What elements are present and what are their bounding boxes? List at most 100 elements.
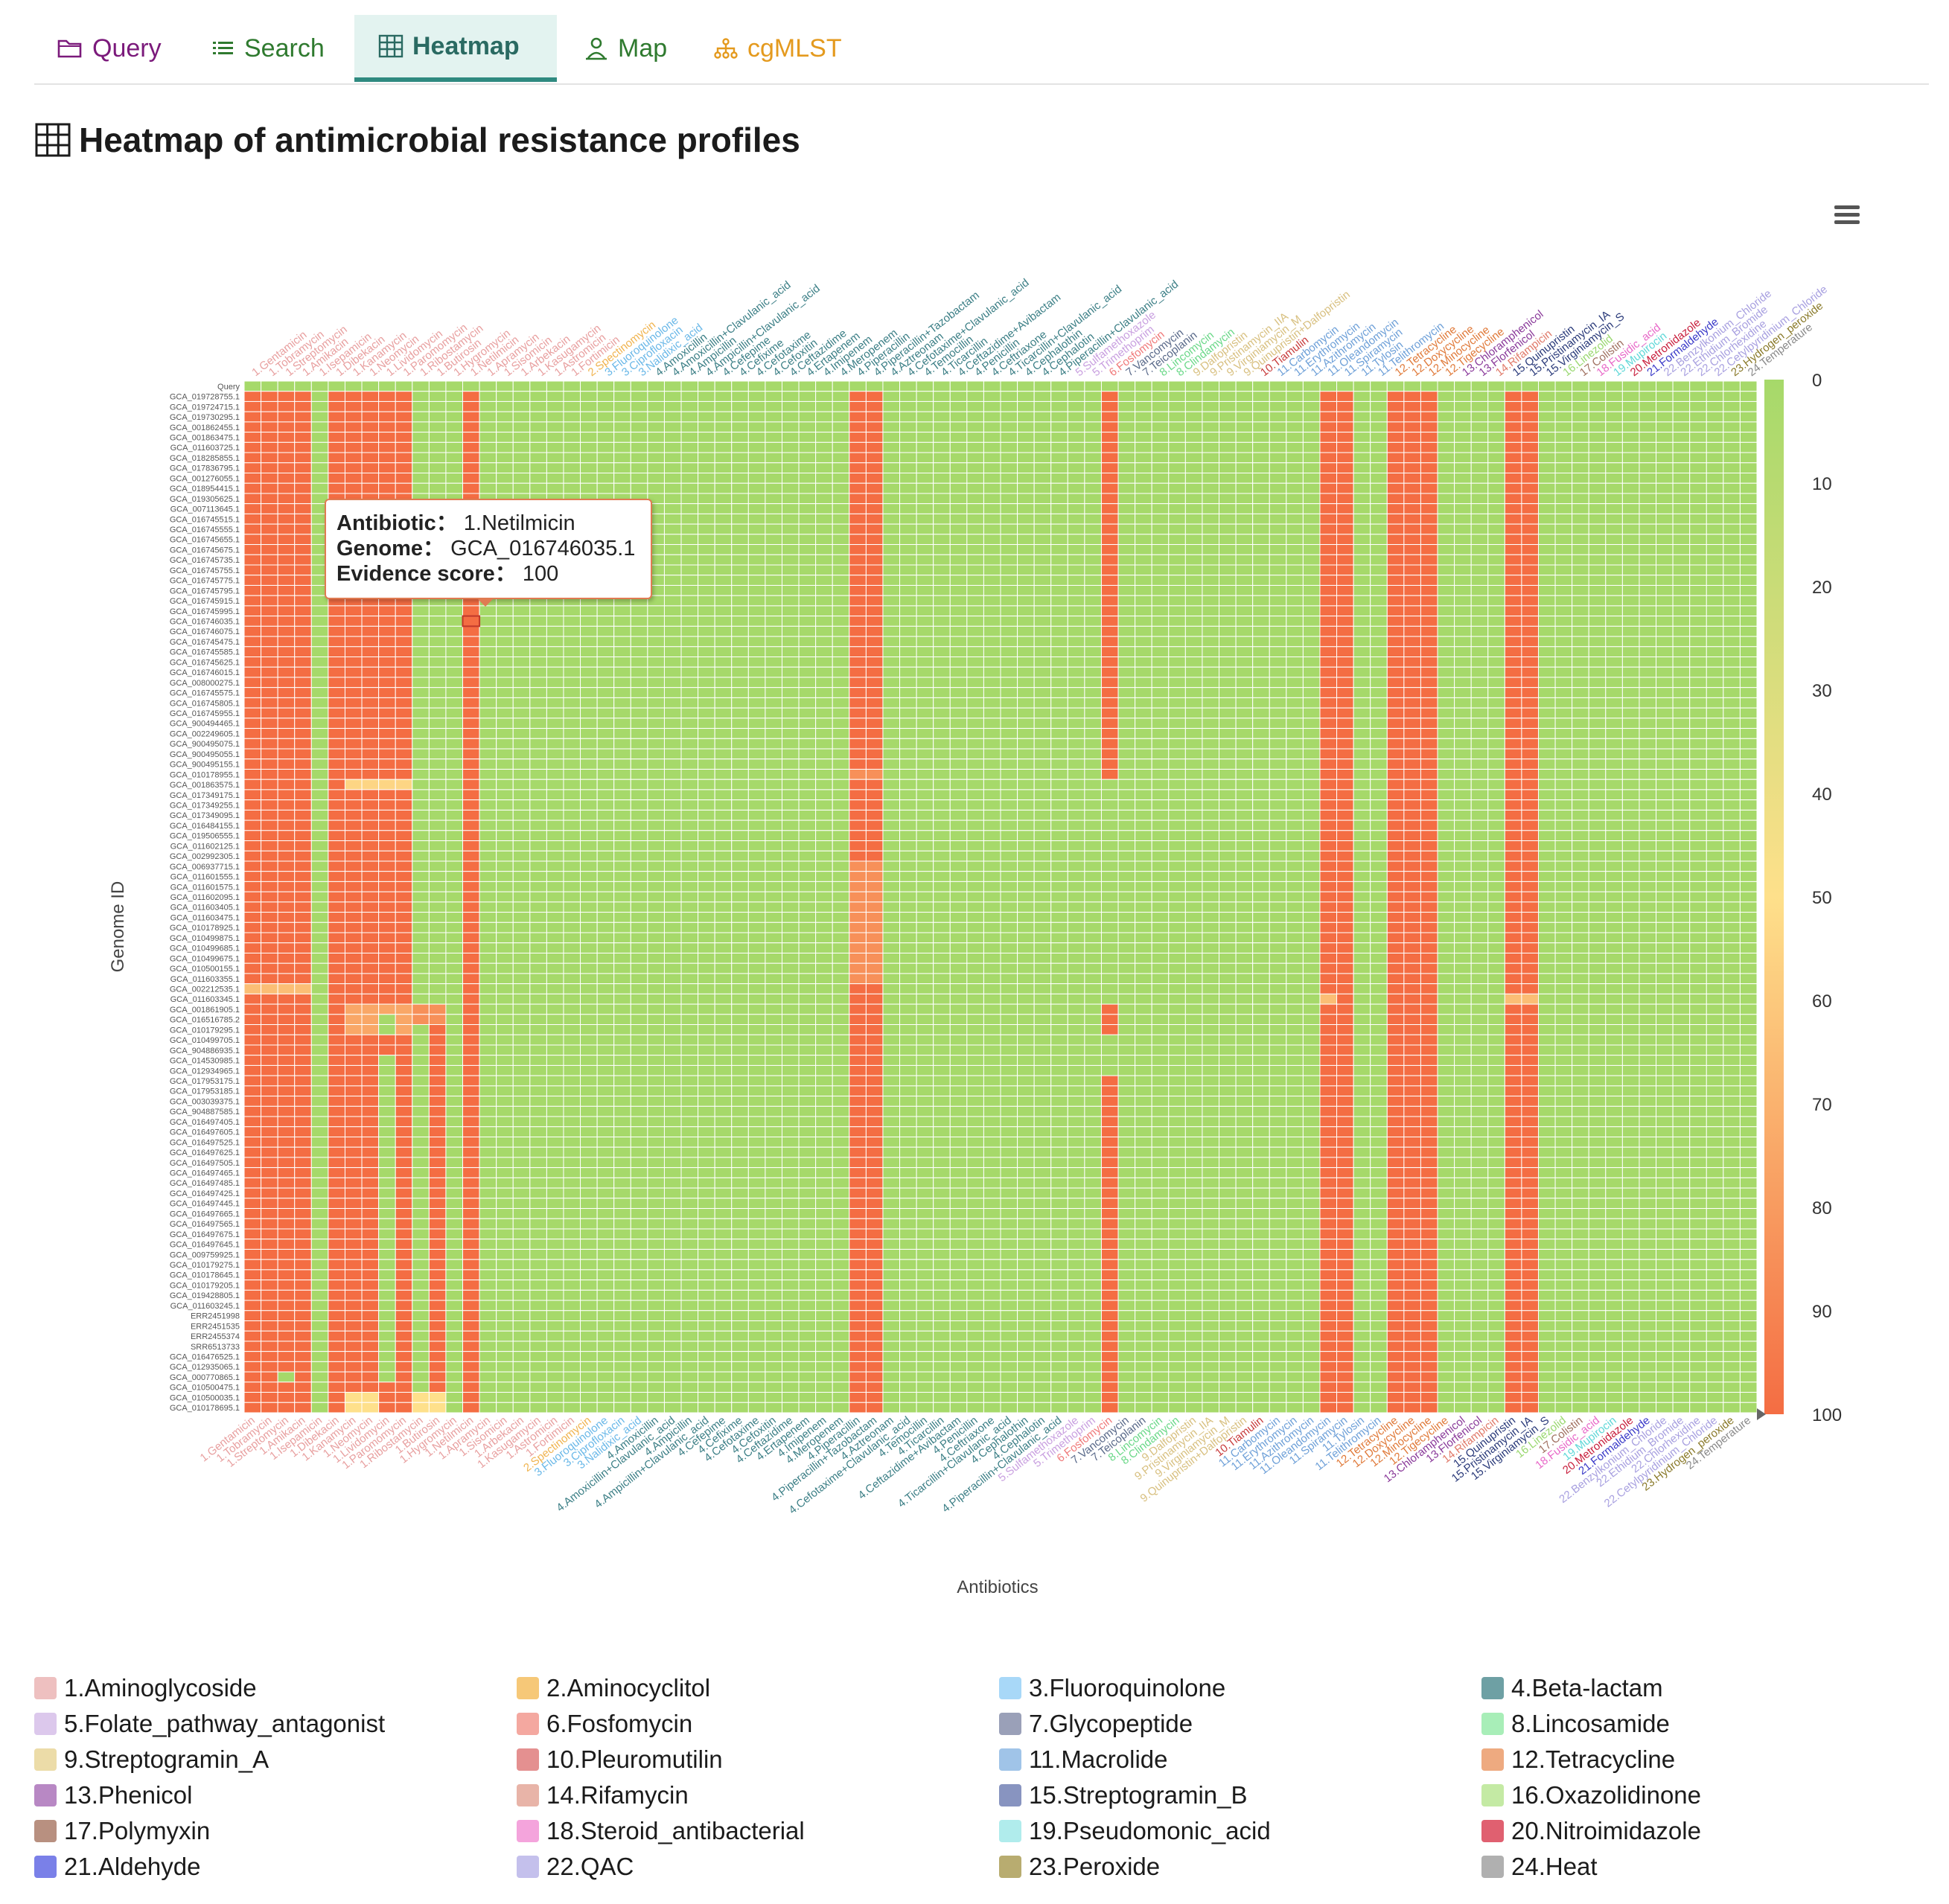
heatmap-cell[interactable]: [1151, 758, 1170, 770]
heatmap-cell[interactable]: [1689, 738, 1707, 750]
heatmap-cell[interactable]: [294, 544, 312, 555]
heatmap-cell[interactable]: [1269, 687, 1287, 698]
heatmap-cell[interactable]: [395, 871, 413, 882]
heatmap-cell[interactable]: [512, 697, 531, 709]
heatmap-cell[interactable]: [378, 616, 396, 627]
heatmap-cell[interactable]: [294, 473, 312, 484]
heatmap-cell[interactable]: [630, 820, 648, 831]
heatmap-cell[interactable]: [1269, 523, 1287, 535]
heatmap-cell[interactable]: [1487, 432, 1505, 443]
heatmap-cell[interactable]: [1184, 411, 1203, 423]
heatmap-cell[interactable]: [462, 830, 480, 842]
heatmap-cell[interactable]: [1184, 554, 1203, 566]
heatmap-cell[interactable]: [613, 912, 631, 923]
heatmap-cell[interactable]: [1336, 738, 1354, 750]
heatmap-cell[interactable]: [1521, 728, 1539, 739]
heatmap-cell[interactable]: [378, 850, 396, 862]
heatmap-cell[interactable]: [277, 830, 296, 842]
heatmap-cell[interactable]: [1672, 830, 1691, 842]
tab-search[interactable]: Search: [211, 15, 368, 82]
heatmap-cell[interactable]: [1336, 400, 1354, 412]
heatmap-cell[interactable]: [1504, 523, 1522, 535]
heatmap-cell[interactable]: [294, 942, 312, 953]
heatmap-cell[interactable]: [832, 687, 850, 698]
heatmap-cell[interactable]: [1572, 779, 1589, 790]
heatmap-cell[interactable]: [1286, 768, 1304, 780]
heatmap-cell[interactable]: [613, 718, 631, 729]
heatmap-cell[interactable]: [496, 462, 514, 473]
heatmap-cell[interactable]: [1370, 871, 1388, 882]
heatmap-cell[interactable]: [1084, 677, 1102, 689]
heatmap-cell[interactable]: [1454, 840, 1472, 852]
heatmap-cell[interactable]: [512, 809, 531, 821]
heatmap-cell[interactable]: [1252, 840, 1270, 852]
heatmap-cell[interactable]: [849, 482, 867, 494]
heatmap-cell[interactable]: [412, 380, 430, 392]
heatmap-cell[interactable]: [596, 677, 615, 689]
heatmap-cell[interactable]: [1370, 850, 1388, 862]
heatmap-cell[interactable]: [378, 625, 396, 637]
heatmap-cell[interactable]: [798, 871, 817, 882]
heatmap-cell[interactable]: [714, 646, 733, 658]
heatmap-cell[interactable]: [1269, 748, 1287, 760]
heatmap-cell[interactable]: [1151, 789, 1170, 801]
heatmap-cell[interactable]: [1033, 534, 1052, 546]
heatmap-cell[interactable]: [1100, 523, 1119, 535]
heatmap-cell[interactable]: [731, 891, 749, 903]
heatmap-cell[interactable]: [344, 809, 363, 821]
heatmap-cell[interactable]: [1554, 452, 1573, 464]
heatmap-cell[interactable]: [949, 432, 968, 443]
heatmap-cell[interactable]: [395, 891, 413, 903]
heatmap-cell[interactable]: [781, 932, 800, 944]
heatmap-cell[interactable]: [1521, 881, 1539, 892]
heatmap-cell[interactable]: [731, 809, 749, 821]
heatmap-cell[interactable]: [1689, 493, 1707, 505]
heatmap-cell[interactable]: [1033, 513, 1052, 525]
heatmap-cell[interactable]: [1117, 441, 1136, 453]
heatmap-cell[interactable]: [1184, 799, 1203, 811]
heatmap-cell[interactable]: [344, 891, 363, 903]
heatmap-cell[interactable]: [1319, 728, 1338, 739]
heatmap-cell[interactable]: [1135, 728, 1152, 739]
heatmap-cell[interactable]: [680, 942, 699, 953]
heatmap-cell[interactable]: [1370, 809, 1388, 821]
heatmap-cell[interactable]: [580, 432, 598, 443]
heatmap-cell[interactable]: [1470, 799, 1489, 811]
heatmap-cell[interactable]: [882, 891, 901, 903]
heatmap-cell[interactable]: [765, 575, 782, 586]
heatmap-cell[interactable]: [630, 881, 648, 892]
heatmap-cell[interactable]: [1135, 380, 1152, 392]
heatmap-cell[interactable]: [529, 738, 547, 750]
heatmap-cell[interactable]: [462, 728, 480, 739]
heatmap-cell[interactable]: [1353, 871, 1371, 882]
heatmap-cell[interactable]: [1017, 554, 1035, 566]
heatmap-cell[interactable]: [983, 452, 1001, 464]
heatmap-cell[interactable]: [613, 809, 631, 821]
heatmap-cell[interactable]: [412, 697, 430, 709]
heatmap-cell[interactable]: [865, 584, 884, 596]
heatmap-cell[interactable]: [1454, 768, 1472, 780]
heatmap-cell[interactable]: [698, 657, 715, 668]
heatmap-cell[interactable]: [832, 441, 850, 453]
heatmap-cell[interactable]: [1033, 666, 1052, 678]
heatmap-cell[interactable]: [243, 616, 262, 627]
heatmap-cell[interactable]: [243, 657, 262, 668]
heatmap-cell[interactable]: [1621, 830, 1640, 842]
heatmap-cell[interactable]: [747, 932, 766, 944]
heatmap-cell[interactable]: [1319, 441, 1338, 453]
heatmap-cell[interactable]: [1168, 646, 1186, 658]
heatmap-cell[interactable]: [1672, 441, 1691, 453]
heatmap-cell[interactable]: [1706, 636, 1724, 648]
heatmap-cell[interactable]: [765, 646, 782, 658]
heatmap-cell[interactable]: [747, 860, 766, 872]
heatmap-cell[interactable]: [261, 636, 278, 648]
heatmap-cell[interactable]: [1033, 697, 1052, 709]
heatmap-cell[interactable]: [1470, 503, 1489, 514]
heatmap-cell[interactable]: [344, 789, 363, 801]
heatmap-cell[interactable]: [580, 625, 598, 637]
heatmap-cell[interactable]: [378, 432, 396, 443]
heatmap-cell[interactable]: [966, 400, 984, 412]
heatmap-cell[interactable]: [1739, 554, 1758, 566]
heatmap-cell[interactable]: [344, 687, 363, 698]
heatmap-cell[interactable]: [815, 677, 833, 689]
